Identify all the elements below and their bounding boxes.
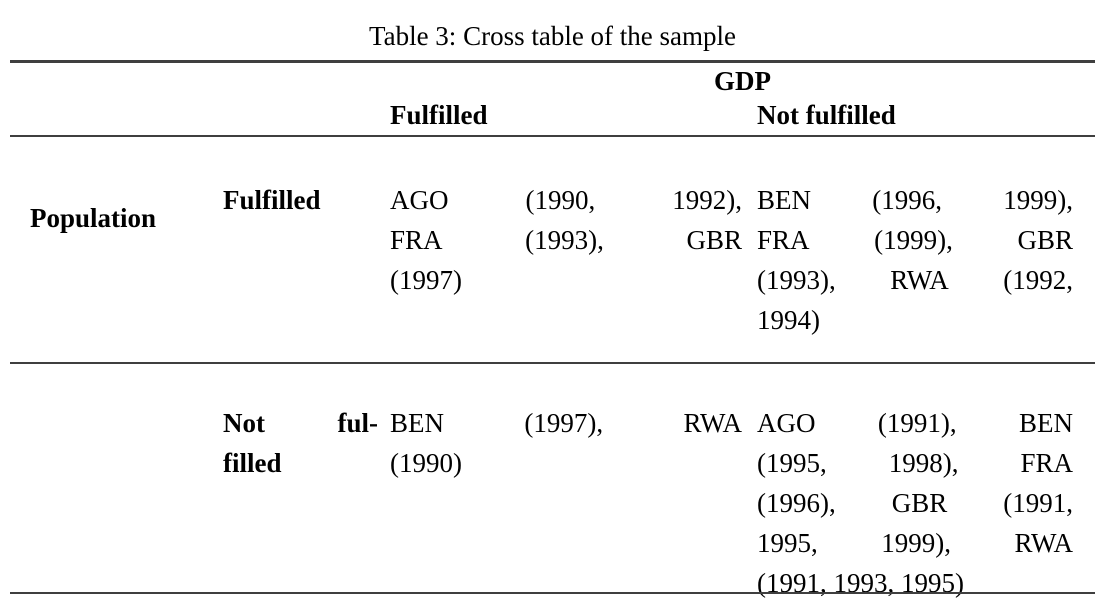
text-line: FRA (1999), GBR — [757, 225, 1073, 255]
cell-population-fulfilled-gdp-not-fulfilled: BEN (1996, 1999), FRA (1999), GBR (1993), RWA (1… — [757, 180, 1073, 340]
text-line: (1997) — [390, 265, 462, 295]
text-line: (1995, 1998), FRA — [757, 448, 1073, 478]
text-line: (1991, 1993, 1995) — [757, 568, 964, 598]
table-header-rule — [10, 135, 1095, 137]
text-line: FRA (1993), GBR — [390, 225, 742, 255]
cell-population-fulfilled-gdp-fulfilled: AGO (1990, 1992), FRA (1993), GBR (1997) — [390, 180, 742, 300]
text-line: 1995, 1999), RWA — [757, 528, 1073, 558]
text-line: AGO (1990, 1992), — [390, 185, 742, 215]
text-line: (1996), GBR (1991, — [757, 488, 1073, 518]
row-header-not-fulfilled: Not ful-filled — [223, 403, 378, 483]
column-group-header-gdp: GDP — [714, 66, 771, 96]
table-caption: Table 3: Cross table of the sample — [368, 21, 737, 51]
table-bottom-rule — [10, 592, 1095, 594]
text-line: 1994) — [757, 305, 820, 335]
table-top-rule — [10, 60, 1095, 63]
text-line: BEN (1997), RWA — [390, 408, 742, 438]
text-line: filled — [223, 448, 282, 478]
text-line: Not ful- — [223, 408, 378, 438]
row-header-fulfilled: Fulfilled — [223, 180, 378, 220]
text-line: Fulfilled — [223, 185, 321, 215]
text-line: (1993), RWA (1992, — [757, 265, 1073, 295]
column-header-not-fulfilled: Not fulfilled — [757, 100, 896, 130]
text-line: BEN (1996, 1999), — [757, 185, 1073, 215]
cell-population-not-fulfilled-gdp-fulfilled: BEN (1997), RWA (1990) — [390, 403, 742, 483]
table-row-divider-rule — [10, 362, 1095, 364]
text-line: (1990) — [390, 448, 462, 478]
cell-population-not-fulfilled-gdp-not-fulfilled: AGO (1991), BEN (1995, 1998), FRA (1996), GBR (1… — [757, 403, 1073, 603]
column-header-fulfilled: Fulfilled — [390, 100, 488, 130]
text-line: AGO (1991), BEN — [757, 408, 1073, 438]
row-group-header-population: Population — [30, 203, 157, 233]
